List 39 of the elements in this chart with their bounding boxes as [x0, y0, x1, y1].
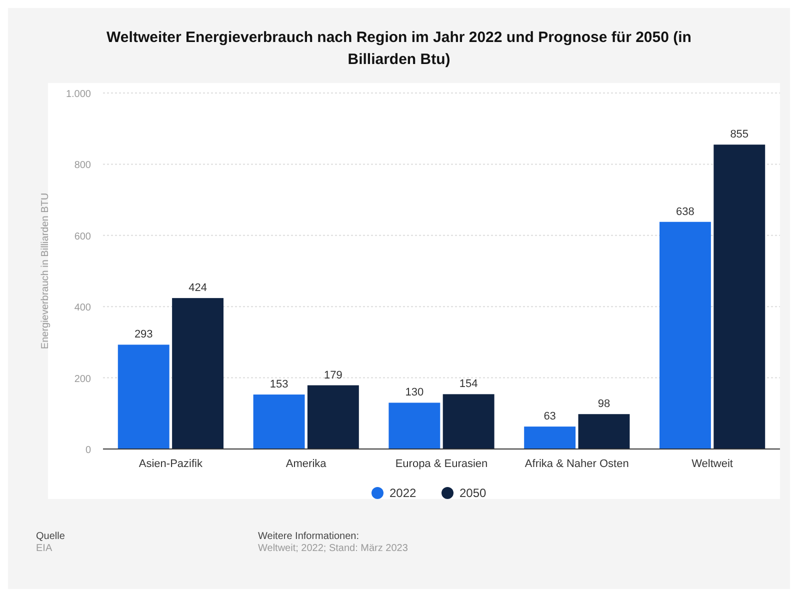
y-tick-label: 400: [74, 302, 92, 314]
bar: [578, 414, 630, 449]
bar: [388, 402, 440, 449]
data-label: 63: [544, 410, 556, 423]
y-tick-label: 800: [74, 160, 92, 172]
data-label: 179: [324, 369, 342, 382]
data-label: 130: [405, 386, 424, 399]
x-tick-label: Asien-Pazifik: [138, 458, 203, 470]
y-tick-label: 0: [85, 445, 92, 456]
x-tick-label: Europa & Eurasien: [395, 458, 488, 470]
bar: [118, 344, 170, 449]
bar: [659, 222, 711, 449]
y-tick-label: 1.000: [66, 89, 92, 100]
data-label: 638: [676, 206, 694, 218]
chart-title: Weltweiter Energieverbrauch nach Region im Jahr 2022 und Prognose für 2050 (in Billiarden Btu): [106, 29, 692, 68]
y-axis-title: Energieverbrauch in Billiarden BTU: [40, 192, 51, 350]
text: Weltweit; 2022; Stand: März 2023: [258, 543, 408, 554]
x-tick-label: Amerika: [286, 458, 328, 470]
bar: [253, 394, 305, 449]
legend-label: 2022: [390, 486, 417, 500]
bar: [307, 385, 359, 449]
legend-label: 2050: [460, 486, 487, 500]
data-label: 424: [188, 282, 207, 294]
bar: [172, 298, 224, 449]
data-label: 153: [270, 378, 288, 391]
bar: [442, 394, 494, 449]
x-tick-label: Weltweit: [692, 458, 733, 470]
y-tick-label: 600: [74, 231, 92, 242]
x-tick-label: Afrika & Naher Osten: [524, 458, 629, 470]
data-label: 855: [730, 128, 749, 141]
text: EIA: [36, 543, 52, 554]
data-label: 98: [598, 398, 610, 410]
bar: [714, 144, 766, 449]
y-tick-label: 200: [74, 374, 92, 385]
text: Quelle: [36, 531, 66, 542]
data-label: 293: [134, 328, 153, 341]
text: Weitere Informationen:: [258, 531, 359, 542]
bar: [524, 426, 576, 449]
data-label: 154: [459, 378, 478, 390]
